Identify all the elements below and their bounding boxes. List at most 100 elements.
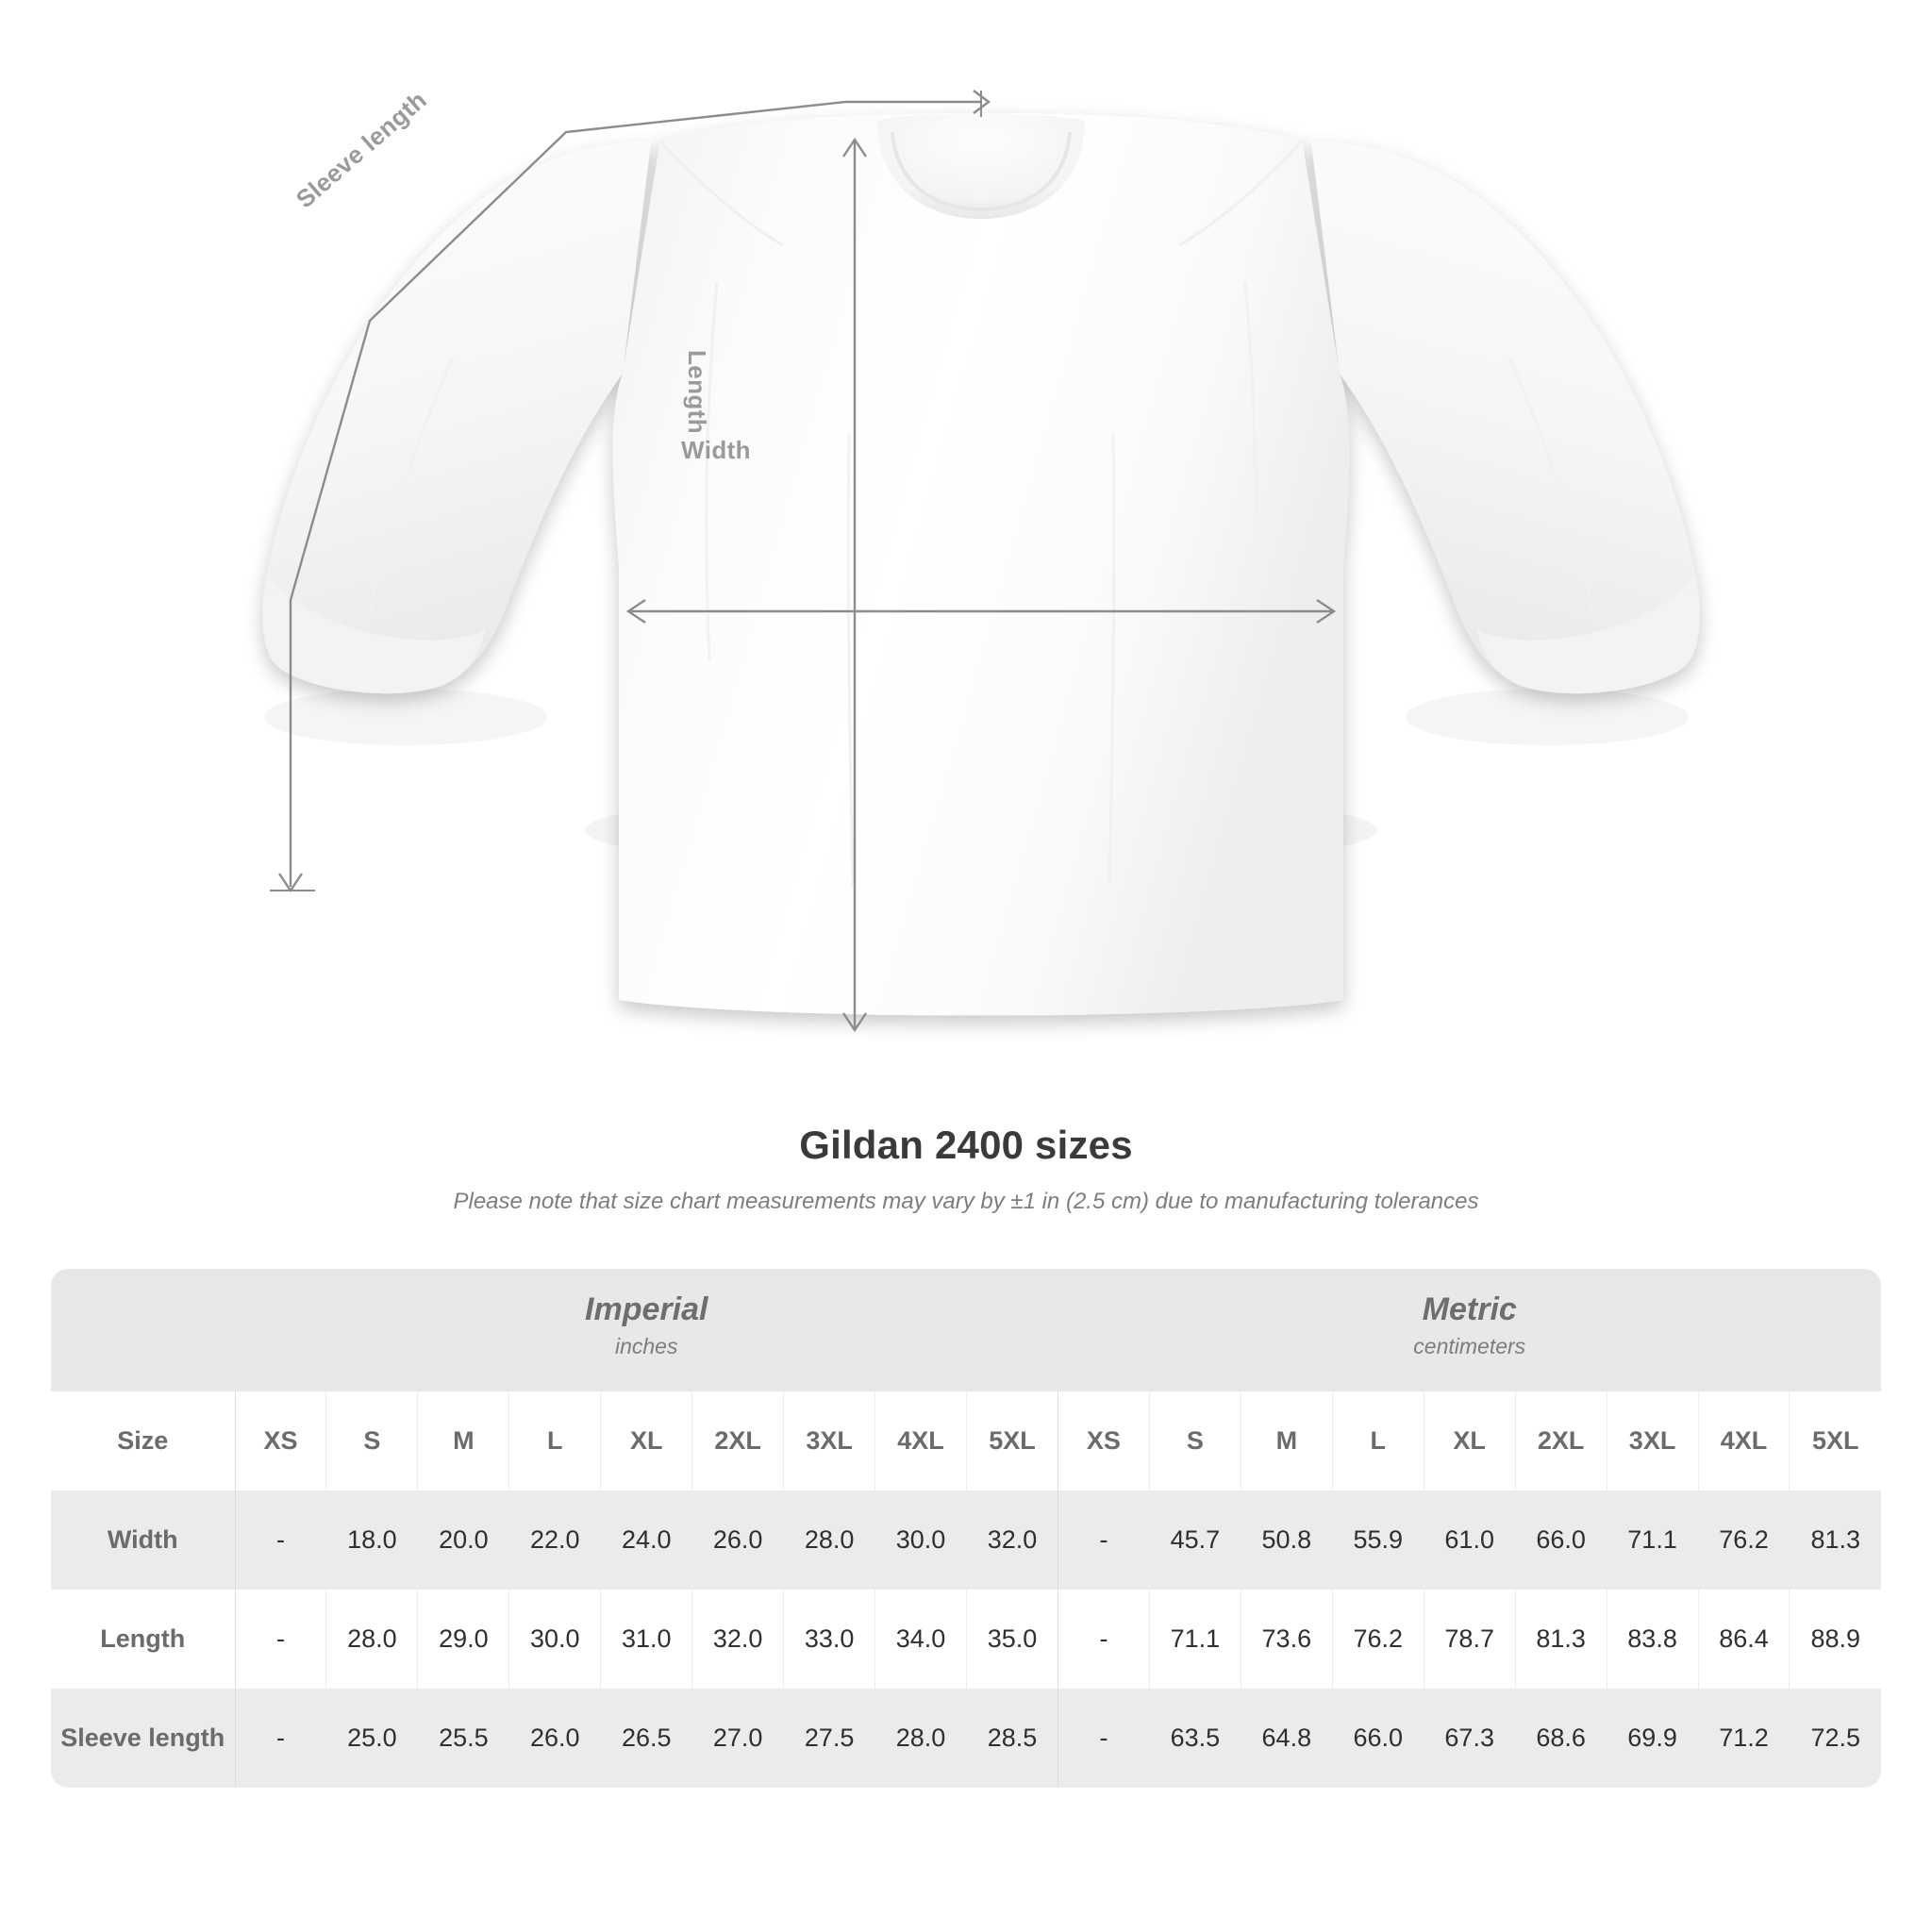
cell-sleeve-length-metric-5xl: 72.5 [1789,1689,1881,1788]
cell-width-imperial-s: 18.0 [325,1491,419,1590]
width-measure-line [625,599,1337,624]
fabric-folds [368,282,1594,888]
cell-length-metric-5xl: 88.9 [1789,1590,1881,1689]
size-header-cell-imperial-2xl: 2XL [691,1391,785,1491]
cell-width-imperial-m: 20.0 [417,1491,510,1590]
torso [612,113,1350,1016]
cell-width-imperial-4xl: 30.0 [874,1491,967,1590]
size-header-cell-metric-2xl: 2XL [1515,1391,1607,1491]
size-header-cell-metric-4xl: 4XL [1698,1391,1790,1491]
cell-length-metric-2xl: 81.3 [1515,1590,1607,1689]
row-label-width: Width [51,1491,236,1590]
cell-sleeve-length-imperial-s: 25.0 [325,1689,419,1788]
table-row: Length -28.0 29.0 30.0 31.0 32.0 33.0 34.0 35.0-… [51,1590,1881,1689]
row-label-length: Length [51,1590,236,1689]
cell-length-metric-l: 76.2 [1332,1590,1424,1689]
size-header-cell-imperial-m: M [417,1391,510,1491]
table-row: Sleeve length -25.0 25.5 26.0 26.5 27.0 27.5 28… [51,1689,1881,1788]
cell-length-metric-xs: - [1058,1590,1150,1689]
size-header-cell-metric-xs: XS [1058,1391,1150,1491]
size-header-cell-imperial-5xl: 5XL [966,1391,1058,1491]
cell-width-metric-4xl: 76.2 [1698,1491,1790,1590]
unit-subtitle: inches [614,1334,678,1359]
cell-sleeve-length-metric-3xl: 69.9 [1607,1689,1699,1788]
cell-sleeve-length-metric-l: 66.0 [1332,1689,1424,1788]
unit-name: Imperial [585,1291,708,1327]
cell-length-imperial-xl: 31.0 [600,1590,693,1689]
size-column-header: Size [51,1391,236,1491]
tolerance-note: Please note that size chart measurements… [453,1189,1479,1214]
cell-sleeve-length-imperial-xl: 26.5 [600,1689,693,1788]
size-header-cell-metric-m: M [1241,1391,1333,1491]
size-header-cell-metric-5xl: 5XL [1789,1391,1881,1491]
cell-sleeve-length-metric-m: 64.8 [1241,1689,1333,1788]
unit-header-spacer [51,1269,235,1391]
cell-length-metric-3xl: 83.8 [1607,1590,1699,1689]
size-header-cell-metric-xl: XL [1424,1391,1516,1491]
cell-sleeve-length-imperial-m: 25.5 [417,1689,510,1788]
unit-subtitle: centimeters [1413,1334,1526,1359]
cell-width-metric-3xl: 71.1 [1607,1491,1699,1590]
length-measure-line [842,137,867,1033]
cell-width-imperial-5xl: 32.0 [966,1491,1058,1590]
cell-sleeve-length-metric-4xl: 71.2 [1698,1689,1790,1788]
cell-width-imperial-3xl: 28.0 [783,1491,876,1590]
measurement-lines [270,90,1337,1033]
unit-header-row: Imperial inches Metric centimeters [51,1269,1881,1391]
cell-width-metric-xl: 61.0 [1424,1491,1516,1590]
size-header-cell-imperial-xs: XS [235,1391,327,1491]
collar [877,113,1085,219]
width-measure-label: Width [681,436,751,464]
left-sleeve [262,142,651,692]
garment-illustration: Sleeve length Length Width [262,85,1700,1033]
cell-sleeve-length-imperial-5xl: 28.5 [966,1689,1058,1788]
cell-length-imperial-s: 28.0 [325,1590,419,1689]
cell-sleeve-length-metric-s: 63.5 [1149,1689,1241,1788]
length-measure-label: Length [683,349,712,435]
cell-sleeve-length-metric-xs: - [1058,1689,1150,1788]
cell-length-imperial-3xl: 33.0 [783,1590,876,1689]
cell-width-imperial-l: 22.0 [508,1491,602,1590]
cell-sleeve-length-imperial-l: 26.0 [508,1689,602,1788]
cell-sleeve-length-metric-2xl: 68.6 [1515,1689,1607,1788]
unit-header-metric: Metric centimeters [1058,1269,1881,1391]
cell-sleeve-length-imperial-2xl: 27.0 [691,1689,785,1788]
row-label-sleeve-length: Sleeve length [51,1689,236,1788]
right-shoulder-seam [1178,140,1304,247]
size-table: Imperial inches Metric centimeters Size XS S M L… [51,1269,1881,1788]
cell-length-imperial-2xl: 32.0 [691,1590,785,1689]
size-header-row: Size XS S M L XL 2XL 3XL 4XL 5XL XS S M L XL 2XL 3XL 4XL 5… [51,1391,1881,1491]
size-table-container: Imperial inches Metric centimeters Size XS S M L… [51,1269,1881,1788]
size-header-cell-metric-l: L [1332,1391,1424,1491]
left-shoulder-seam [658,140,784,247]
cell-width-metric-m: 50.8 [1241,1491,1333,1590]
size-header-cell-metric-s: S [1149,1391,1241,1491]
size-header-cell-imperial-4xl: 4XL [874,1391,967,1491]
cell-length-imperial-l: 30.0 [508,1590,602,1689]
cell-length-imperial-xs: - [235,1590,327,1689]
title-block: Gildan 2400 sizes Please note that size … [0,1123,1932,1215]
size-header-cell-imperial-l: L [508,1391,602,1491]
cell-length-metric-4xl: 86.4 [1698,1590,1790,1689]
cell-length-imperial-5xl: 35.0 [966,1590,1058,1689]
cell-width-imperial-xs: - [235,1491,327,1590]
cell-width-metric-5xl: 81.3 [1789,1491,1881,1590]
sleeve-length-measure-line [270,90,991,893]
cell-sleeve-length-metric-xl: 67.3 [1424,1689,1516,1788]
cell-length-imperial-4xl: 34.0 [874,1590,967,1689]
size-header-cell-imperial-s: S [325,1391,419,1491]
size-header-cell-imperial-xl: XL [600,1391,693,1491]
cell-width-metric-s: 45.7 [1149,1491,1241,1590]
garment-body [262,113,1700,1016]
size-header-cell-imperial-3xl: 3XL [783,1391,876,1491]
unit-header-imperial: Imperial inches [235,1269,1058,1391]
cell-sleeve-length-imperial-xs: - [235,1689,327,1788]
cell-length-imperial-m: 29.0 [417,1590,510,1689]
right-sleeve [1311,142,1700,692]
cell-length-metric-xl: 78.7 [1424,1590,1516,1689]
page-title: Gildan 2400 sizes [799,1123,1133,1167]
table-row: Width -18.0 20.0 22.0 24.0 26.0 28.0 30.0 32.0-4… [51,1491,1881,1590]
garment-svg [262,90,1700,1033]
cell-sleeve-length-imperial-4xl: 28.0 [874,1689,967,1788]
